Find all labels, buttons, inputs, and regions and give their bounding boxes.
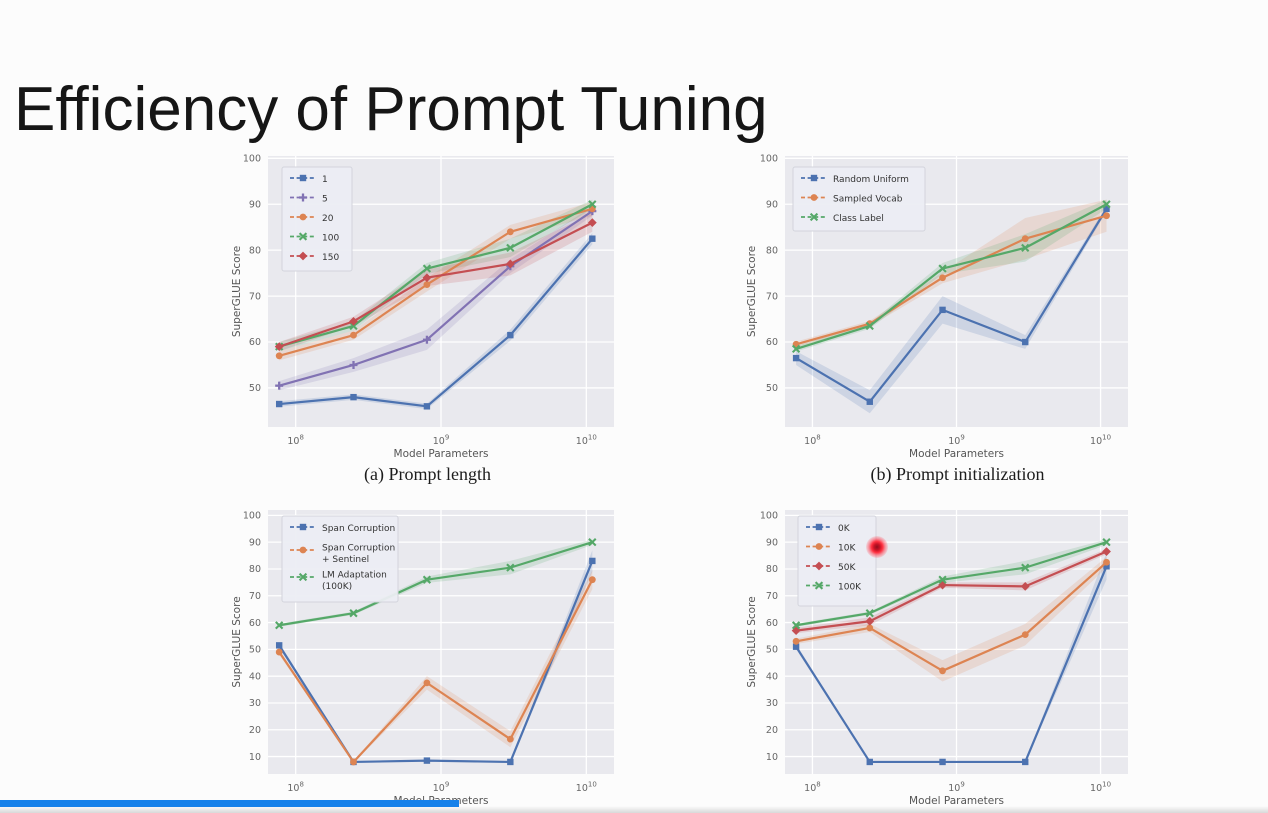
svg-text:50: 50 xyxy=(766,645,778,656)
svg-text:20: 20 xyxy=(249,725,261,736)
svg-text:0K: 0K xyxy=(838,524,851,534)
svg-text:80: 80 xyxy=(766,564,778,575)
svg-text:108: 108 xyxy=(804,434,821,448)
svg-text:109: 109 xyxy=(948,781,965,795)
svg-text:Span Corruption: Span Corruption xyxy=(322,544,395,554)
svg-text:108: 108 xyxy=(804,781,821,795)
svg-text:Sampled Vocab: Sampled Vocab xyxy=(833,195,903,205)
svg-text:50K: 50K xyxy=(838,563,856,573)
svg-text:90: 90 xyxy=(766,199,778,210)
svg-text:60: 60 xyxy=(766,337,778,348)
svg-text:100K: 100K xyxy=(838,583,862,593)
svg-text:50: 50 xyxy=(766,383,778,394)
svg-text:Model Parameters: Model Parameters xyxy=(909,795,1004,807)
svg-text:SuperGLUE Score: SuperGLUE Score xyxy=(231,246,243,337)
svg-text:(100K): (100K) xyxy=(322,582,352,592)
caption-prompt-length: (a) Prompt length xyxy=(364,464,491,484)
svg-text:50: 50 xyxy=(249,645,261,656)
chart-pretraining-method: 10 20 30 40 50 60 70 80 90 100 108 109 1010 Span Corr… xyxy=(231,510,614,807)
svg-text:50: 50 xyxy=(249,383,261,394)
svg-text:90: 90 xyxy=(766,537,778,548)
svg-text:Model Parameters: Model Parameters xyxy=(394,448,489,460)
svg-text:70: 70 xyxy=(249,291,261,302)
svg-text:5: 5 xyxy=(322,195,328,205)
svg-text:1010: 1010 xyxy=(576,781,597,795)
svg-text:10K: 10K xyxy=(838,544,856,554)
svg-text:109: 109 xyxy=(433,781,450,795)
svg-text:40: 40 xyxy=(766,671,778,682)
svg-text:150: 150 xyxy=(322,253,339,263)
video-progress-bar[interactable] xyxy=(0,800,459,807)
svg-text:+ Sentinel: + Sentinel xyxy=(322,555,369,565)
svg-text:10: 10 xyxy=(249,752,261,763)
svg-text:1010: 1010 xyxy=(1090,781,1111,795)
svg-text:70: 70 xyxy=(766,591,778,602)
svg-text:60: 60 xyxy=(249,337,261,348)
caption-prompt-initialization: (b) Prompt initialization xyxy=(870,464,1045,484)
svg-text:Model Parameters: Model Parameters xyxy=(909,448,1004,460)
svg-text:SuperGLUE Score: SuperGLUE Score xyxy=(746,246,758,337)
svg-text:60: 60 xyxy=(766,618,778,629)
svg-text:Random Uniform: Random Uniform xyxy=(833,175,909,185)
chart-prompt-initialization: 50 60 70 80 90 100 108 109 1010 Random Uniform Sam… xyxy=(746,153,1128,460)
svg-text:70: 70 xyxy=(249,591,261,602)
svg-text:40: 40 xyxy=(249,671,261,682)
svg-text:100: 100 xyxy=(760,511,778,522)
svg-text:1: 1 xyxy=(322,175,328,185)
svg-text:SuperGLUE Score: SuperGLUE Score xyxy=(746,596,758,687)
svg-text:90: 90 xyxy=(249,199,261,210)
chart-prompt-length: 50 60 70 80 90 100 108 109 1010 1 5 20 100 150 Model P… xyxy=(231,153,614,460)
svg-text:100: 100 xyxy=(243,511,261,522)
bottom-edge-strip xyxy=(0,806,1268,813)
chart-lm-adaptation-steps: 10 20 30 40 50 60 70 80 90 100 108 109 1010 0K 10K 50K 1… xyxy=(746,510,1128,807)
svg-text:1010: 1010 xyxy=(1090,434,1111,448)
svg-text:80: 80 xyxy=(766,245,778,256)
svg-text:100: 100 xyxy=(243,153,261,164)
svg-text:80: 80 xyxy=(249,245,261,256)
svg-text:1010: 1010 xyxy=(576,434,597,448)
svg-text:100: 100 xyxy=(760,153,778,164)
svg-text:90: 90 xyxy=(249,537,261,548)
svg-text:SuperGLUE Score: SuperGLUE Score xyxy=(231,596,243,687)
svg-text:109: 109 xyxy=(433,434,450,448)
svg-text:Span Corruption: Span Corruption xyxy=(322,524,395,534)
svg-text:100: 100 xyxy=(322,234,339,244)
svg-text:30: 30 xyxy=(766,698,778,709)
slide-title: Efficiency of Prompt Tuning xyxy=(14,74,768,144)
svg-text:108: 108 xyxy=(287,434,304,448)
svg-text:10: 10 xyxy=(766,752,778,763)
svg-text:80: 80 xyxy=(249,564,261,575)
svg-text:70: 70 xyxy=(766,291,778,302)
svg-text:LM Adaptation: LM Adaptation xyxy=(322,571,387,581)
svg-text:60: 60 xyxy=(249,618,261,629)
svg-text:20: 20 xyxy=(766,725,778,736)
svg-text:108: 108 xyxy=(287,781,304,795)
svg-text:109: 109 xyxy=(948,434,965,448)
svg-text:30: 30 xyxy=(249,698,261,709)
svg-text:Class Label: Class Label xyxy=(833,214,884,224)
laser-pointer-dot xyxy=(866,536,888,558)
svg-text:20: 20 xyxy=(322,214,334,224)
